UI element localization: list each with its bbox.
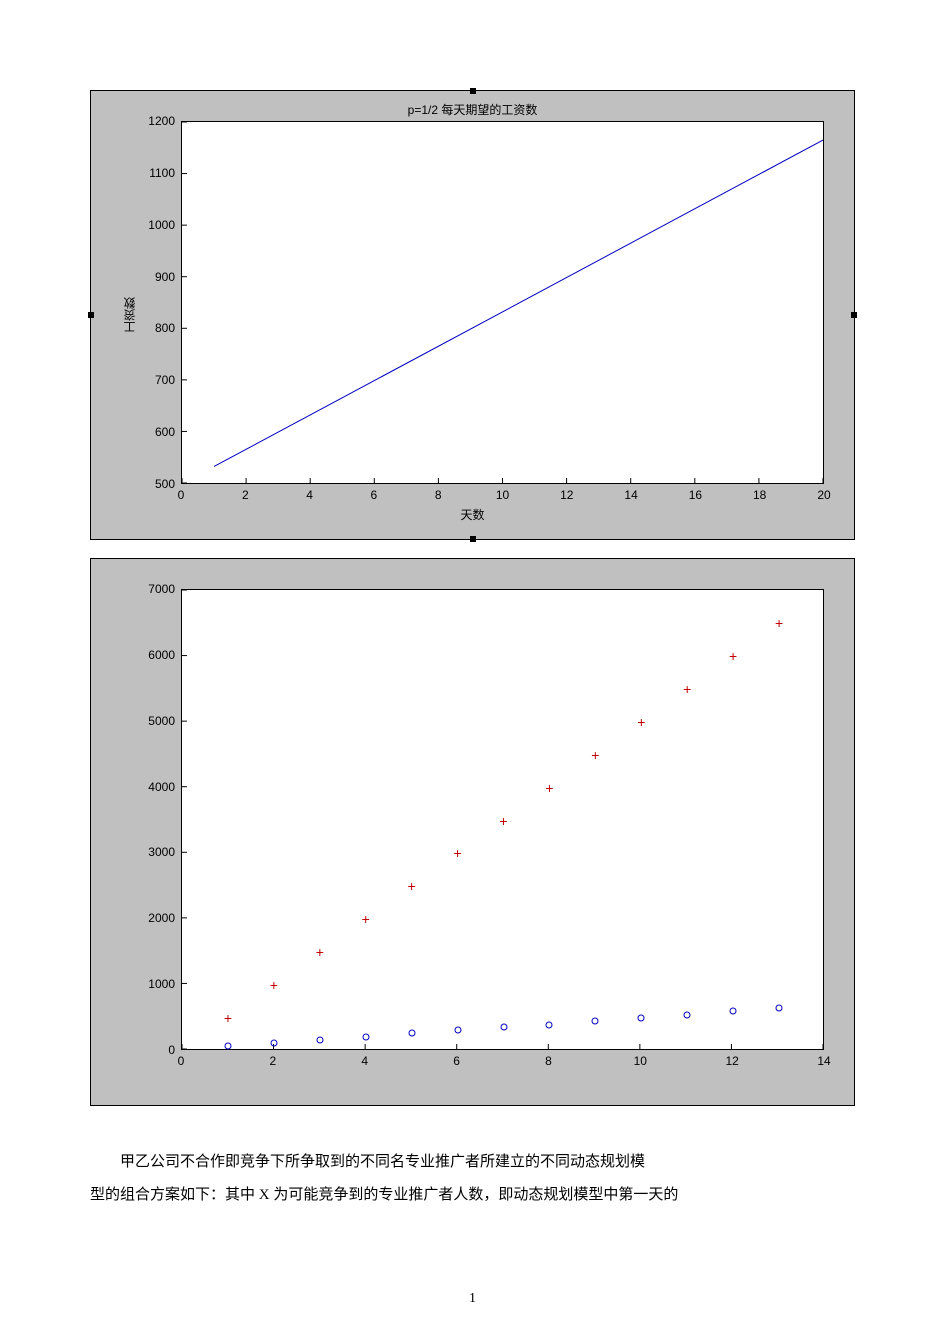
- chart2-marker-plus: +: [637, 714, 645, 730]
- chart2-x-tick: 10: [632, 1054, 648, 1068]
- chart1-x-tick: 10: [495, 488, 511, 502]
- chart2-marker-plus: +: [729, 648, 737, 664]
- document-page: p=1/2 每天期望的工资数 5006007008009001000110012…: [0, 0, 945, 1337]
- figure-1-container: p=1/2 每天期望的工资数 500 600 700 800 900 1000 1100 12…: [90, 90, 855, 540]
- chart2-marker-plus: +: [270, 977, 278, 993]
- chart1-title: p=1/2 每天期望的工资数: [91, 101, 854, 118]
- chart2-marker-circle: [500, 1024, 507, 1031]
- chart1-y-tick: 1000: [148, 218, 175, 232]
- chart1-y-tick: 1200: [148, 114, 175, 128]
- chart1-x-tick: 8: [430, 488, 446, 502]
- resize-handle-right[interactable]: [851, 312, 857, 318]
- chart2-x-tick: 2: [265, 1054, 281, 1068]
- chart2-marker-plus: +: [775, 615, 783, 631]
- chart2-marker-plus: +: [362, 911, 370, 927]
- paragraph-line-1: 甲乙公司不合作即竞争下所争取到的不同名专业推广者所建立的不同动态规划模: [120, 1154, 645, 1170]
- chart2-y-tick: 6000: [148, 648, 175, 662]
- chart2-marker-circle: [454, 1026, 461, 1033]
- chart2-marker-plus: +: [408, 878, 416, 894]
- chart2-marker-circle: [776, 1005, 783, 1012]
- chart1-plot-area: [181, 121, 824, 484]
- chart1-x-tick: 0: [173, 488, 189, 502]
- page-number: 1: [0, 1291, 945, 1307]
- chart1-x-tick: 18: [752, 488, 768, 502]
- resize-handle-top[interactable]: [470, 88, 476, 94]
- chart1-x-tick: 4: [302, 488, 318, 502]
- chart2-marker-circle: [408, 1030, 415, 1037]
- chart1-y-tick: 800: [155, 321, 175, 335]
- chart1-x-tick: 20: [816, 488, 832, 502]
- chart2-marker-circle: [638, 1015, 645, 1022]
- chart1-y-tick: 700: [155, 373, 175, 387]
- chart2-y-tick: 4000: [148, 780, 175, 794]
- chart2-marker-plus: +: [499, 813, 507, 829]
- chart2-markers: + + + + + + + + + + + + +: [182, 590, 823, 1049]
- chart2-x-tick: 8: [540, 1054, 556, 1068]
- chart1-y-label: 工资数: [121, 297, 138, 333]
- resize-handle-bottom[interactable]: [470, 536, 476, 542]
- chart2-marker-plus: +: [591, 747, 599, 763]
- chart1-y-tick: 1100: [149, 166, 175, 180]
- chart2-x-tick: 4: [357, 1054, 373, 1068]
- chart1-x-tick: 14: [623, 488, 639, 502]
- chart2-marker-plus: +: [683, 681, 691, 697]
- chart2-marker-circle: [592, 1018, 599, 1025]
- chart1-x-tick: 12: [559, 488, 575, 502]
- chart1-svg: [182, 122, 823, 483]
- chart2-x-tick: 6: [449, 1054, 465, 1068]
- chart2-y-tick: 2000: [148, 911, 175, 925]
- chart1-y-tick: 600: [155, 425, 175, 439]
- chart1-x-tick: 2: [237, 488, 253, 502]
- chart2-marker-circle: [684, 1011, 691, 1018]
- chart2-x-tick: 12: [724, 1054, 740, 1068]
- chart2-marker-circle: [224, 1043, 231, 1050]
- chart1-x-label: 天数: [91, 506, 854, 523]
- chart2-marker-plus: +: [545, 780, 553, 796]
- chart2-y-tick: 1000: [148, 977, 175, 991]
- chart2-marker-plus: +: [453, 845, 461, 861]
- chart2-marker-plus: +: [224, 1010, 232, 1026]
- chart2-marker-plus: +: [316, 944, 324, 960]
- figure-2-container: + + + + + + + + + + + + + 0 1000 2000 3000 4000 5000 6000 7…: [90, 558, 855, 1106]
- chart1-x-tick: 16: [687, 488, 703, 502]
- resize-handle-left[interactable]: [88, 312, 94, 318]
- chart2-x-tick: 0: [173, 1054, 189, 1068]
- chart1-y-tick: 900: [155, 270, 175, 284]
- chart2-marker-circle: [546, 1021, 553, 1028]
- chart1-y-tick: 500: [155, 477, 175, 491]
- paragraph-line-2: 型的组合方案如下：其中 X 为可能竞争到的专业推广者人数，即动态规划模型中第一天…: [90, 1187, 678, 1203]
- chart2-marker-circle: [362, 1033, 369, 1040]
- chart2-y-tick: 7000: [148, 582, 175, 596]
- body-paragraph: 甲乙公司不合作即竞争下所争取到的不同名专业推广者所建立的不同动态规划模 型的组合…: [90, 1146, 855, 1212]
- chart2-y-tick: 3000: [148, 845, 175, 859]
- chart2-y-tick: 5000: [148, 714, 175, 728]
- chart2-x-tick: 14: [816, 1054, 832, 1068]
- chart2-marker-circle: [270, 1040, 277, 1047]
- chart1-x-tick: 6: [366, 488, 382, 502]
- chart2-marker-circle: [730, 1008, 737, 1015]
- chart2-marker-circle: [316, 1036, 323, 1043]
- chart2-plot-area: + + + + + + + + + + + + +: [181, 589, 824, 1050]
